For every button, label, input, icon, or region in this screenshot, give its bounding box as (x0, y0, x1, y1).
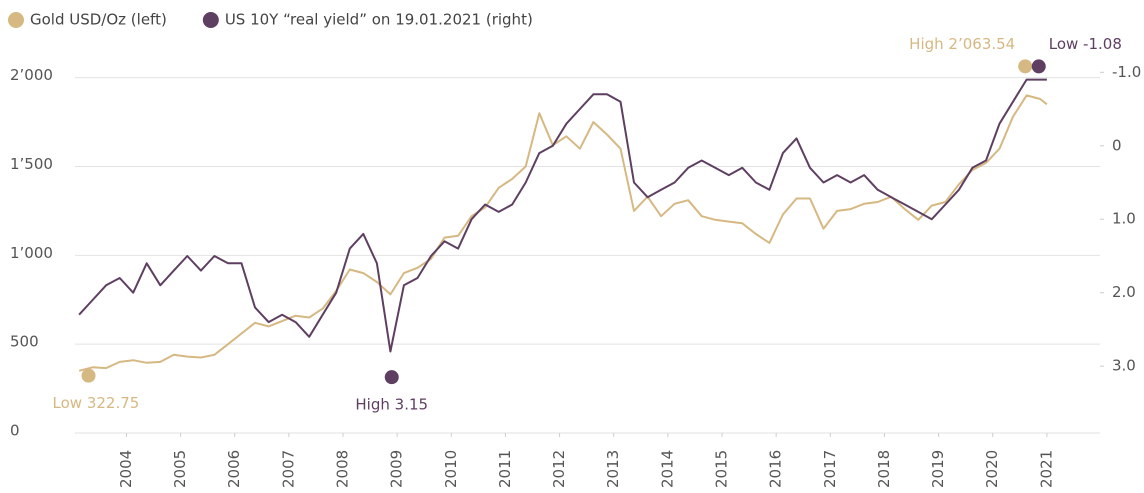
x-tick-label: 2006 (225, 450, 243, 488)
x-tick-label: 2014 (658, 450, 676, 488)
x-tick-label: 2021 (1037, 450, 1055, 488)
series-line (78, 78, 1047, 353)
y2-tick-label: 3.0 (1112, 357, 1136, 375)
y2-tick-label: -1.0 (1112, 63, 1141, 81)
annotation-label: High 2’063.54 (909, 35, 1015, 53)
y-tick-label: 1’500 (10, 155, 53, 173)
annotation-marker (1031, 59, 1046, 74)
x-tick-label: 2007 (279, 450, 297, 488)
annotation-label: Low 322.75 (53, 394, 140, 412)
y2-tick-label: 0 (1112, 136, 1122, 154)
x-tick-label: 2016 (767, 450, 785, 488)
legend-marker (8, 12, 24, 28)
x-tick-label: 2005 (171, 450, 189, 488)
y-tick-label: 2’000 (10, 66, 53, 84)
x-tick-label: 2017 (821, 450, 839, 488)
annotation-marker (81, 368, 96, 383)
x-tick-label: 2015 (713, 450, 731, 488)
annotation-label: Low -1.08 (1049, 35, 1122, 53)
x-tick-label: 2009 (388, 450, 406, 488)
series-line (78, 94, 1048, 372)
x-tick-label: 2012 (550, 450, 568, 488)
y2-tick-label: 2.0 (1112, 283, 1136, 301)
y-tick-label: 500 (10, 333, 39, 351)
x-tick-label: 2013 (604, 450, 622, 488)
x-tick-label: 2018 (875, 450, 893, 488)
legend-marker (202, 12, 219, 28)
annotation-marker (1018, 59, 1033, 74)
legend-label: Gold USD/Oz (left) (30, 11, 167, 29)
y-tick-label: 1’000 (10, 244, 53, 262)
y2-tick-label: 1.0 (1112, 210, 1136, 228)
x-tick-label: 2019 (929, 450, 947, 488)
legend-label: US 10Y “real yield” on 19.01.2021 (right… (225, 11, 533, 29)
x-tick-label: 2020 (983, 450, 1001, 488)
y-tick-label: 0 (10, 422, 20, 440)
x-tick-label: 2010 (442, 450, 460, 488)
x-tick-label: 2008 (334, 450, 352, 488)
x-tick-label: 2004 (117, 450, 135, 488)
annotation-marker (384, 370, 399, 385)
x-tick-label: 2011 (496, 450, 514, 488)
annotation-label: High 3.15 (355, 396, 428, 414)
